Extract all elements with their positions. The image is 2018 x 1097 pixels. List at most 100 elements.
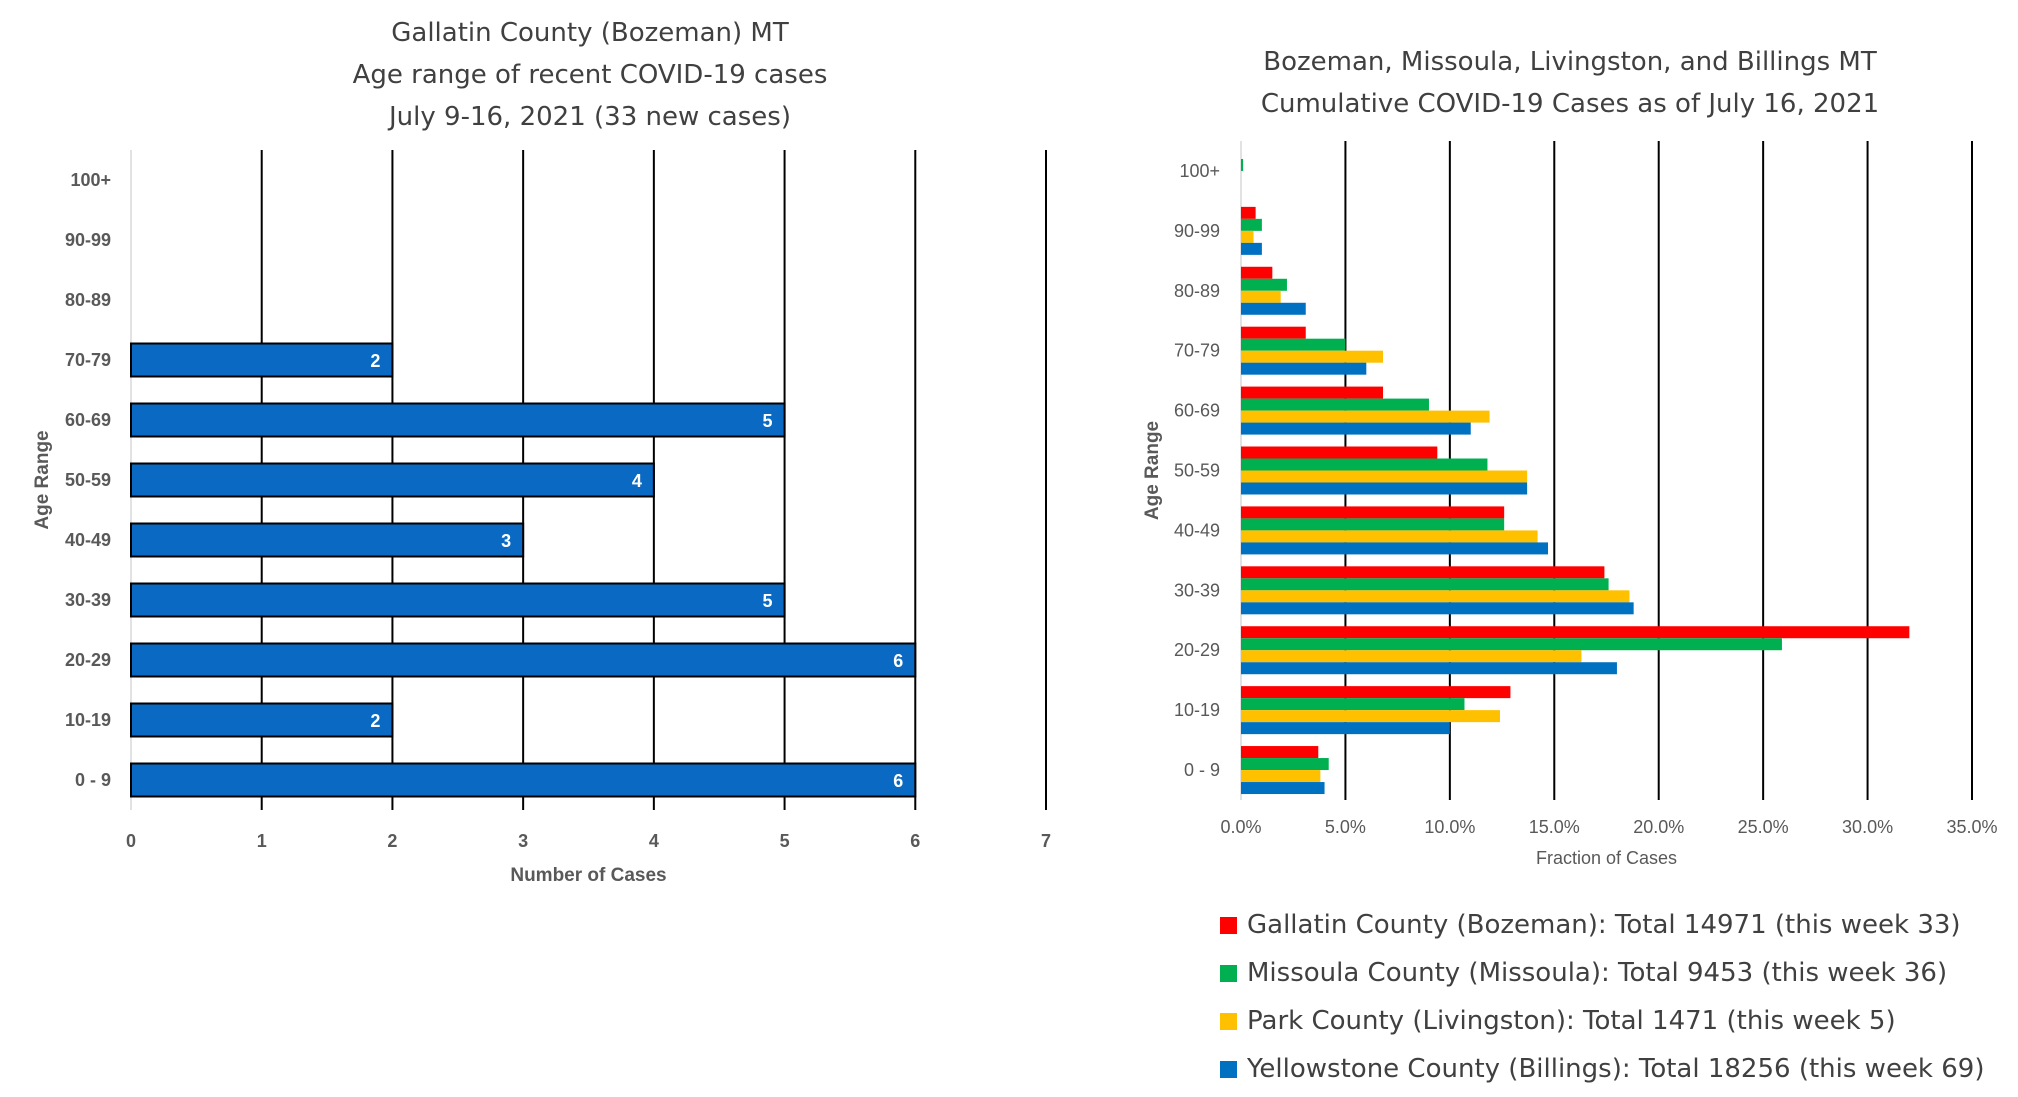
chart2-bar-60-69-series-0 <box>1241 386 1384 399</box>
chart2-bar-0-9-series-0 <box>1241 746 1319 759</box>
chart2-bar-70-79-series-0 <box>1241 326 1306 339</box>
chart1-x-tick-label: 0 <box>126 831 136 851</box>
chart2-bar-0-9-series-2 <box>1241 770 1321 783</box>
chart1-y-tick-label: 0 - 9 <box>75 770 111 790</box>
chart2-bar-50-59-series-0 <box>1241 446 1438 459</box>
legend-item-missoula: Missoula County (Missoula): Total 9453 (… <box>1220 949 1984 997</box>
chart2-y-tick-label: 50-59 <box>1174 461 1220 481</box>
chart2-bar-70-79-series-1 <box>1241 338 1346 351</box>
chart2-bar-60-69-series-3 <box>1241 422 1471 435</box>
chart1-data-label: 5 <box>763 411 773 431</box>
chart2-bar-40-49-series-2 <box>1241 530 1538 543</box>
chart2-bar-100plus-series-1 <box>1241 158 1244 171</box>
chart2-bar-30-39-series-1 <box>1241 578 1609 591</box>
chart1-bar-60-69 <box>130 402 786 438</box>
chart2-y-tick-label: 0 - 9 <box>1184 760 1220 780</box>
chart2-title: Bozeman, Missoula, Livingston, and Billi… <box>1140 41 2000 125</box>
chart2-bar-20-29-series-2 <box>1241 650 1582 663</box>
chart2-bar-50-59-series-3 <box>1241 482 1528 495</box>
chart1-bar-10-19 <box>130 702 394 738</box>
chart2-bar-70-79-series-3 <box>1241 362 1367 375</box>
chart2-bar-60-69-series-1 <box>1241 398 1429 411</box>
chart2-bar-90-99-series-3 <box>1241 242 1262 255</box>
chart1-data-label: 4 <box>632 471 642 491</box>
chart1-title-line-1: Gallatin County (Bozeman) MT <box>391 18 789 48</box>
chart2-y-tick-label: 40-49 <box>1174 520 1220 540</box>
chart1-x-tick-label: 3 <box>518 831 528 851</box>
chart1-title-line-3: July 9-16, 2021 (33 new cases) <box>389 102 791 132</box>
legend-swatch-missoula <box>1220 964 1237 982</box>
chart2-x-tick-label: 20.0% <box>1633 817 1684 837</box>
chart2-bar-90-99-series-2 <box>1241 230 1254 243</box>
chart2-bar-30-39-series-3 <box>1241 602 1634 615</box>
legend-swatch-yellowstone <box>1220 1060 1237 1078</box>
chart1-x-tick-label: 7 <box>1041 831 1051 851</box>
chart2-y-axis-title: Age Range <box>1142 421 1163 520</box>
chart1-y-tick-label: 90-99 <box>65 230 111 250</box>
chart1-data-label: 5 <box>763 591 773 611</box>
chart1-x-tick-label: 4 <box>649 831 659 851</box>
legend-label-park: Park County (Livingston): Total 1471 (th… <box>1247 1006 1896 1036</box>
chart1-x-tick-label: 2 <box>387 831 397 851</box>
chart2-y-tick-label: 90-99 <box>1174 221 1220 241</box>
age-range-bar-chart: 0 1 2 3 4 5 6 7 0 - 9 6 10-19 2 20-29 6 30-39 5 40-49 3 50… <box>32 150 1051 886</box>
chart2-bar-40-49-series-1 <box>1241 518 1505 531</box>
chart1-title-line-2: Age range of recent COVID-19 cases <box>352 60 828 90</box>
chart2-bar-40-49-series-0 <box>1241 506 1505 519</box>
chart1-title: Gallatin County (Bozeman) MT Age range o… <box>130 12 1050 138</box>
chart2-bar-40-49-series-3 <box>1241 542 1549 555</box>
chart2-x-tick-label: 30.0% <box>1842 817 1893 837</box>
chart2-x-tick-label: 10.0% <box>1424 817 1475 837</box>
cumulative-fraction-bar-chart: 0.0% 5.0% 10.0% 15.0% 20.0% 25.0% 30.0% 35.0% 0 … <box>1142 141 1998 868</box>
chart2-y-tick-label: 30-39 <box>1174 580 1220 600</box>
chart1-data-label: 6 <box>893 771 903 791</box>
chart2-bar-80-89-series-2 <box>1241 290 1281 303</box>
chart2-bar-90-99-series-1 <box>1241 218 1262 231</box>
legend-item-park: Park County (Livingston): Total 1471 (th… <box>1220 997 1984 1045</box>
chart1-x-tick-label: 1 <box>257 831 267 851</box>
chart2-bar-30-39-series-2 <box>1241 590 1630 603</box>
chart1-y-tick-label: 50-59 <box>65 470 111 490</box>
chart2-y-tick-label: 100+ <box>1179 161 1220 181</box>
chart1-data-label: 6 <box>893 651 903 671</box>
chart2-bar-50-59-series-2 <box>1241 470 1528 483</box>
chart2-y-tick-label: 80-89 <box>1174 281 1220 301</box>
chart1-y-tick-label: 80-89 <box>65 290 111 310</box>
chart2-y-tick-label: 20-29 <box>1174 640 1220 660</box>
chart2-bar-80-89-series-3 <box>1241 302 1306 315</box>
chart2-x-tick-label: 35.0% <box>1946 817 1997 837</box>
chart2-y-tick-label: 10-19 <box>1174 700 1220 720</box>
legend-item-yellowstone: Yellowstone County (Billings): Total 182… <box>1220 1045 1984 1093</box>
chart1-bar-70-79 <box>130 342 394 378</box>
chart1-y-tick-label: 10-19 <box>65 710 111 730</box>
chart1-y-tick-label: 40-49 <box>65 530 111 550</box>
chart1-bar-30-39 <box>130 582 786 618</box>
chart2-y-tick-label: 60-69 <box>1174 401 1220 421</box>
chart1-data-label: 2 <box>370 351 380 371</box>
chart2-title-line-2: Cumulative COVID-19 Cases as of July 16,… <box>1260 89 1880 119</box>
chart2-y-tick-label: 70-79 <box>1174 341 1220 361</box>
chart2-bar-80-89-series-0 <box>1241 266 1273 279</box>
chart2-bar-70-79-series-2 <box>1241 350 1384 363</box>
chart2-bar-20-29-series-0 <box>1241 626 1910 639</box>
legend-label-gallatin: Gallatin County (Bozeman): Total 14971 (… <box>1247 910 1961 940</box>
chart2-bar-0-9-series-1 <box>1241 758 1329 771</box>
legend-item-gallatin: Gallatin County (Bozeman): Total 14971 (… <box>1220 901 1984 949</box>
chart1-x-axis-title: Number of Cases <box>510 865 666 886</box>
chart2-bar-20-29-series-1 <box>1241 638 1782 651</box>
chart1-bar-0-9 <box>130 762 917 798</box>
chart1-data-label: 2 <box>370 711 380 731</box>
chart2-x-tick-label: 25.0% <box>1738 817 1789 837</box>
chart2-bar-10-19-series-3 <box>1241 722 1450 735</box>
chart2-x-tick-label: 0.0% <box>1220 817 1261 837</box>
legend-swatch-park <box>1220 1012 1237 1030</box>
chart1-bar-40-49 <box>130 522 525 558</box>
chart2-bar-0-9-series-3 <box>1241 782 1325 795</box>
chart2-x-tick-label: 5.0% <box>1325 817 1366 837</box>
chart2-x-axis-title: Fraction of Cases <box>1536 848 1677 868</box>
chart1-x-tick-label: 5 <box>780 831 790 851</box>
chart1-y-tick-label: 20-29 <box>65 650 111 670</box>
chart2-title-line-1: Bozeman, Missoula, Livingston, and Billi… <box>1263 47 1877 77</box>
chart2-bar-80-89-series-1 <box>1241 278 1287 291</box>
chart2-legend: Gallatin County (Bozeman): Total 14971 (… <box>1220 901 1984 1093</box>
